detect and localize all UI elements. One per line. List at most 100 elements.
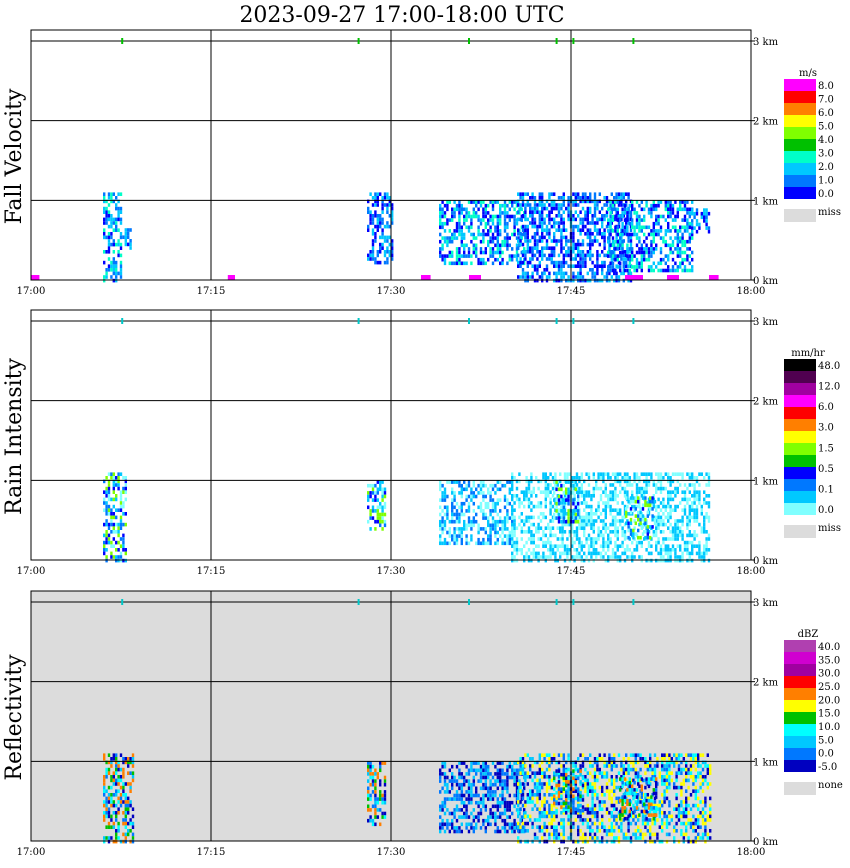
echo-cell: [538, 771, 541, 775]
echo-cell: [379, 250, 382, 254]
echo-cell: [592, 494, 595, 498]
echo-cell: [506, 519, 509, 524]
echo-cell: [513, 818, 516, 823]
echo-cell: [589, 829, 592, 833]
y-axis-label: Rain Intensity: [2, 357, 27, 514]
echo-cell: [667, 494, 670, 498]
echo-cell: [563, 530, 567, 534]
echo-cell: [506, 501, 509, 506]
echo-cell: [572, 239, 575, 243]
echo-cell: [657, 229, 660, 233]
echo-cell: [599, 472, 603, 476]
echo-cell: [369, 815, 372, 819]
echo-cell: [105, 271, 108, 276]
echo-cell: [521, 271, 525, 276]
echo-cell: [465, 211, 468, 215]
echo-cell: [513, 555, 516, 559]
echo-cell: [484, 211, 487, 215]
echo-cell: [119, 472, 123, 476]
echo-cell: [705, 515, 708, 520]
echo-cell: [374, 199, 377, 204]
echo-cell: [451, 232, 454, 237]
echo-cell: [669, 530, 672, 534]
echo-cell: [519, 196, 522, 200]
echo-cell: [112, 278, 115, 283]
echo-cell: [379, 797, 382, 801]
echo-cell: [632, 764, 635, 768]
echo-cell: [604, 486, 607, 491]
echo-cell: [519, 800, 522, 804]
echo-cell: [517, 789, 520, 793]
echo-cell: [609, 261, 612, 266]
echo-cell: [674, 508, 677, 512]
echo-cell: [115, 278, 118, 283]
echo-cell: [662, 501, 665, 505]
echo-cell: [386, 224, 389, 229]
echo-cell: [589, 232, 592, 236]
echo-cell: [521, 803, 525, 808]
echo-cell: [536, 271, 539, 276]
echo-cell: [379, 242, 382, 247]
echo-cell: [479, 764, 483, 769]
echo-cell: [379, 793, 382, 798]
echo-cell: [686, 239, 689, 244]
echo-cell: [580, 558, 583, 563]
echo-cell: [596, 818, 599, 822]
echo-cell: [591, 764, 594, 768]
echo-cell: [524, 275, 527, 279]
echo-cell: [591, 803, 594, 808]
echo-cell: [506, 775, 509, 780]
echo-cell: [470, 527, 473, 531]
echo-cell: [599, 530, 603, 534]
echo-cell: [477, 261, 480, 266]
echo-cell: [525, 555, 528, 559]
echo-cell: [115, 271, 118, 276]
echo-cell: [629, 753, 633, 757]
echo-cell: [119, 839, 123, 844]
echo-cell: [669, 268, 672, 273]
echo-cell: [584, 199, 587, 204]
echo-cell: [446, 541, 449, 546]
echo-cell: [539, 526, 543, 530]
echo-cell: [521, 796, 525, 801]
echo-cell: [545, 232, 549, 236]
echo-cell: [477, 214, 480, 219]
echo-cell: [683, 218, 687, 222]
echo-cell: [472, 232, 475, 237]
echo-cell: [626, 548, 629, 552]
echo-cell: [551, 486, 555, 491]
echo-cell: [641, 532, 645, 536]
echo-cell: [379, 523, 382, 528]
echo-cell: [383, 505, 387, 510]
echo-cell: [567, 199, 570, 204]
echo-cell: [544, 494, 547, 498]
echo-cell: [581, 764, 585, 768]
echo-cell: [655, 548, 658, 552]
echo-cell: [451, 236, 454, 240]
echo-cell: [555, 264, 558, 268]
echo-cell: [695, 219, 699, 223]
top-mark: [357, 38, 360, 44]
echo-cell: [548, 764, 551, 768]
echo-cell: [657, 551, 660, 556]
echo-cell: [115, 196, 118, 200]
echo-cell: [374, 527, 377, 531]
echo-cell: [555, 832, 558, 837]
echo-cell: [621, 551, 624, 556]
echo-cell: [374, 782, 377, 787]
echo-cell: [489, 254, 492, 258]
echo-cell: [386, 235, 389, 240]
echo-cell: [439, 815, 442, 819]
echo-cell: [623, 218, 627, 222]
echo-cell: [589, 253, 592, 258]
echo-cell: [112, 530, 115, 534]
echo-cell: [580, 519, 583, 523]
echo-cell: [443, 239, 447, 244]
echo-cell: [659, 490, 663, 494]
echo-cell: [110, 214, 113, 218]
echo-cell: [572, 278, 575, 283]
echo-cell: [479, 261, 483, 266]
echo-cell: [475, 826, 478, 830]
echo-cell: [587, 494, 591, 498]
echo-cell: [616, 211, 619, 215]
